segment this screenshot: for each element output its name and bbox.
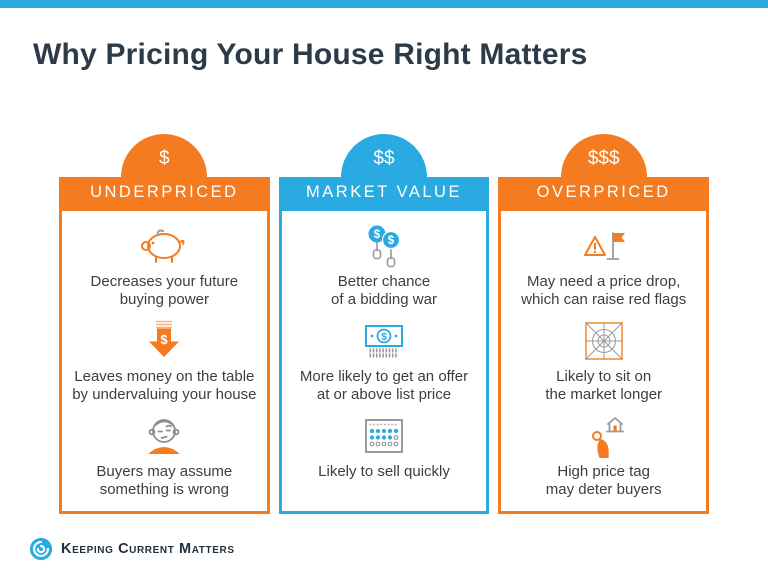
- list-item: $ More likely to get an offer at or abov…: [282, 317, 487, 412]
- column-header: MARKET VALUE: [278, 177, 490, 208]
- list-item: $ Leaves money on the table by undervalu…: [62, 317, 267, 412]
- item-text: Likely to sell quickly: [318, 463, 450, 480]
- column-body: $ $ Better chance of a bidding war: [278, 208, 490, 514]
- cobweb-icon: [582, 317, 626, 365]
- item-text: Buyers may assume something is wrong: [96, 463, 233, 498]
- price-badge: $: [121, 134, 208, 177]
- column-underpriced: $ UNDERPRICED: [59, 134, 270, 514]
- dollar-bill-icon: $: [360, 317, 408, 365]
- skeptical-buyer-icon: [140, 412, 188, 460]
- list-item: Likely to sell quickly: [282, 412, 487, 507]
- svg-text:$: $: [374, 229, 381, 241]
- item-text: May need a price drop, which can raise r…: [521, 273, 687, 308]
- deterred-buyer-icon: [580, 412, 628, 460]
- list-item: High price tag may deter buyers: [501, 412, 706, 507]
- piggy-bank-icon: [138, 222, 190, 270]
- list-item: Buyers may assume something is wrong: [62, 412, 267, 507]
- item-text: Decreases your future buying power: [90, 273, 239, 308]
- price-badge: $$: [341, 134, 427, 177]
- top-accent-bar: [0, 0, 768, 8]
- bidding-war-paddles-icon: $ $: [360, 222, 408, 270]
- logo-text: Keeping Current Matters: [61, 541, 235, 557]
- comparison-columns: $ UNDERPRICED: [59, 134, 710, 514]
- svg-text:$: $: [388, 235, 395, 247]
- list-item: Likely to sit on the market longer: [501, 317, 706, 412]
- item-text: More likely to get an offer at or above …: [299, 368, 469, 403]
- calendar-icon: [362, 412, 406, 460]
- column-overpriced: $$$ OVERPRICED: [498, 134, 710, 514]
- kcm-logo: Keeping Current Matters: [29, 537, 235, 561]
- money-down-arrow-icon: $: [142, 317, 186, 365]
- svg-text:$: $: [161, 332, 169, 347]
- column-body: Decreases your future buying power $: [59, 208, 270, 514]
- item-text: Leaves money on the table by undervaluin…: [72, 368, 257, 403]
- price-badge: $$$: [560, 134, 647, 177]
- column-market-value: $$ MARKET VALUE $: [278, 134, 490, 514]
- svg-text:$: $: [381, 331, 387, 343]
- list-item: $ $ Better chance of a bidding war: [282, 222, 487, 317]
- list-item: Decreases your future buying power: [62, 222, 267, 317]
- item-text: High price tag may deter buyers: [545, 463, 662, 498]
- warning-red-flag-icon: [579, 222, 629, 270]
- column-body: May need a price drop, which can raise r…: [498, 208, 710, 514]
- page-title: Why Pricing Your House Right Matters: [33, 38, 588, 71]
- list-item: May need a price drop, which can raise r…: [501, 222, 706, 317]
- column-header: UNDERPRICED: [59, 177, 270, 208]
- item-text: Likely to sit on the market longer: [545, 368, 663, 403]
- kcm-swirl-icon: [29, 537, 53, 561]
- column-header: OVERPRICED: [498, 177, 710, 208]
- item-text: Better chance of a bidding war: [331, 273, 437, 308]
